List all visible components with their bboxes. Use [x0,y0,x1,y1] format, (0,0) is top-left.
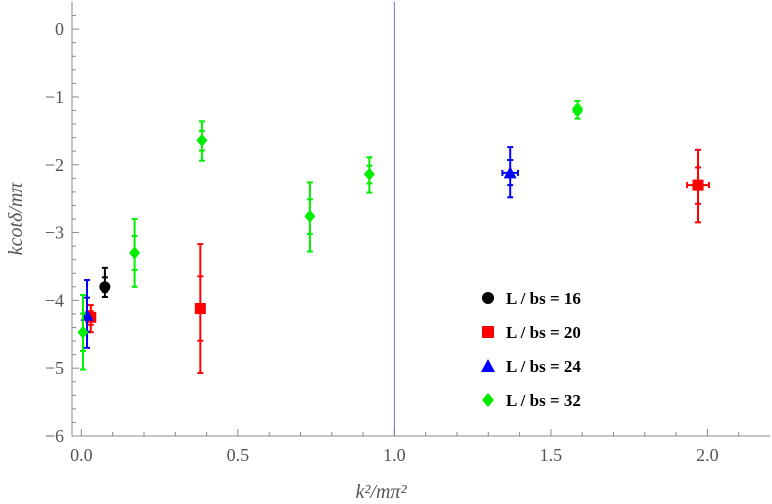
legend: L / bs = 16 L / bs = 20 L / bs = 24 L / bs … [481,289,581,410]
y-tick-label: −4 [45,290,64,310]
legend-item: L / bs = 32 [482,391,581,410]
legend-item: L / bs = 20 [482,323,581,342]
marker-circle [482,292,494,304]
x-tick-label: 2.0 [696,445,719,465]
x-tick-label: 1.5 [540,445,563,465]
y-tick-label: −6 [45,426,64,446]
marker-diamond [196,133,208,147]
legend-label: L / bs = 16 [506,289,581,308]
data-point [304,181,316,253]
marker-diamond [129,246,141,260]
marker-diamond [572,103,584,117]
data-point [363,156,375,194]
y-tick-label: 0 [55,19,64,39]
data-point [99,266,111,298]
data-points [77,100,710,374]
data-point [686,148,710,224]
y-axis-ticks: 0 −1 −2 −3 −4 −5 −6 [45,15,79,446]
data-point [501,146,520,199]
y-axis-label: kcotδ/mπ [5,182,27,256]
data-point [129,218,141,288]
data-point [194,243,206,374]
legend-label: L / bs = 20 [506,323,581,342]
marker-diamond [482,393,494,407]
x-axis-label: k²/mπ² [356,481,408,503]
marker-diamond [304,209,316,223]
data-point [77,293,89,371]
y-tick-label: −5 [45,358,64,378]
marker-diamond [77,325,89,339]
legend-label: L / bs = 24 [506,357,581,376]
marker-triangle [481,359,495,372]
legend-item: L / bs = 16 [482,289,581,308]
y-tick-label: −1 [45,87,64,107]
marker-triangle [503,166,517,179]
data-point [196,120,208,162]
x-tick-label: 0.5 [227,445,250,465]
marker-square [482,326,494,338]
x-axis-ticks: 0.0 0.5 1.0 1.5 2.0 [70,429,740,465]
y-tick-label: −3 [45,223,64,243]
legend-label: L / bs = 32 [506,391,581,410]
marker-square [194,303,206,315]
marker-diamond [363,167,375,181]
y-tick-label: −2 [45,155,64,175]
plot-frame [71,2,770,437]
marker-circle [99,281,111,293]
data-point [572,100,584,120]
legend-item: L / bs = 24 [481,357,581,376]
x-tick-label: 0.0 [70,445,93,465]
x-tick-label: 1.0 [383,445,406,465]
marker-square [692,179,704,191]
